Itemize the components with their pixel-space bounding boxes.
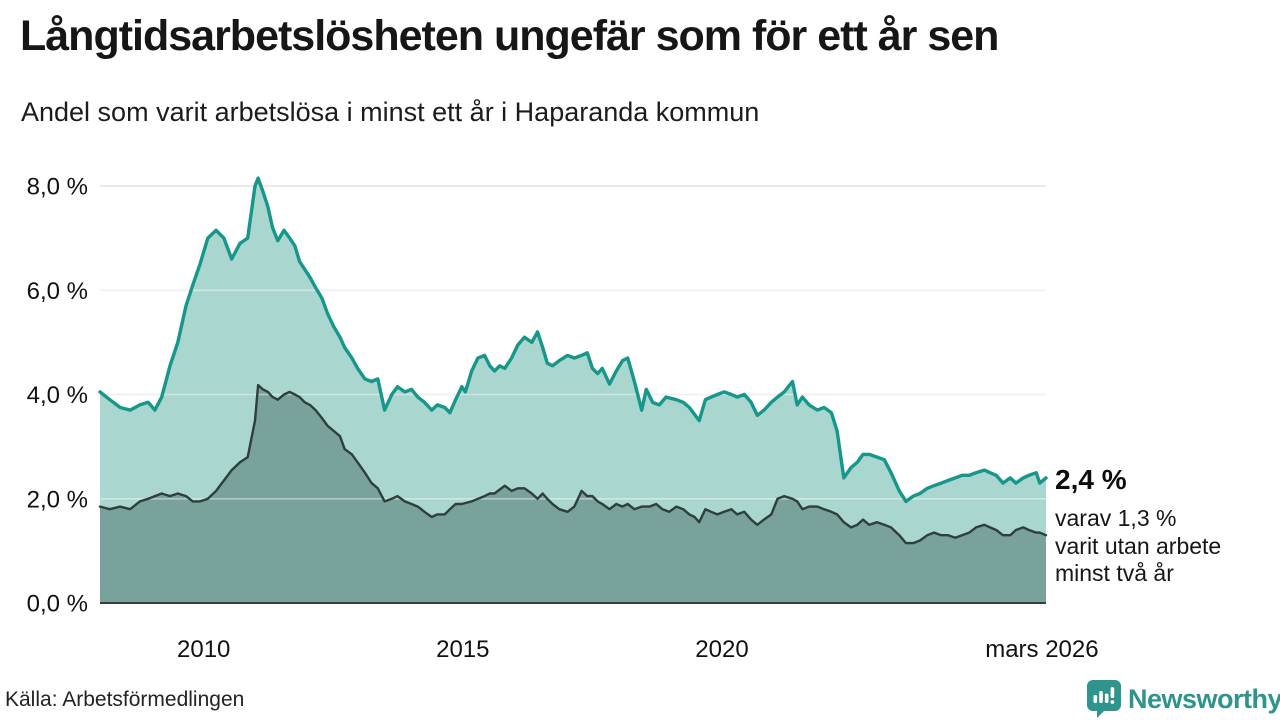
y-axis-label: 4,0 % — [27, 382, 88, 409]
x-axis-label: 2015 — [436, 636, 489, 663]
annotation-line-1: varav 1,3 % — [1055, 505, 1177, 531]
x-axis-label: 2010 — [177, 636, 230, 663]
newsworthy-wordmark: Newsworthy — [1128, 683, 1280, 714]
page-title: Långtidsarbetslösheten ungefär som för e… — [20, 12, 999, 60]
annotation-line-3: minst två år — [1055, 560, 1174, 586]
source-note: Källa: Arbetsförmedlingen — [5, 688, 245, 711]
newsworthy-logo: Newsworthy — [1086, 679, 1280, 719]
newsworthy-bubble-icon — [1087, 680, 1121, 718]
y-axis-label: 8,0 % — [27, 174, 88, 201]
annotation-line-2: varit utan arbete — [1055, 532, 1222, 559]
latest-total-value: 2,4 % — [1055, 464, 1127, 495]
x-axis-label: mars 2026 — [985, 636, 1098, 663]
y-axis-label: 0,0 % — [27, 591, 88, 618]
chart-subtitle: Andel som varit arbetslösa i minst ett å… — [21, 97, 760, 127]
latest-value-annotation: 2,4 % varav 1,3 % varit utan arbete mins… — [1055, 464, 1273, 588]
y-axis-label: 6,0 % — [27, 278, 88, 305]
area-two-year — [100, 385, 1046, 603]
x-axis-label: 2020 — [695, 636, 748, 663]
line-total — [98, 176, 1048, 504]
y-axis-label: 2,0 % — [27, 486, 88, 513]
line-two-year — [98, 383, 1048, 545]
